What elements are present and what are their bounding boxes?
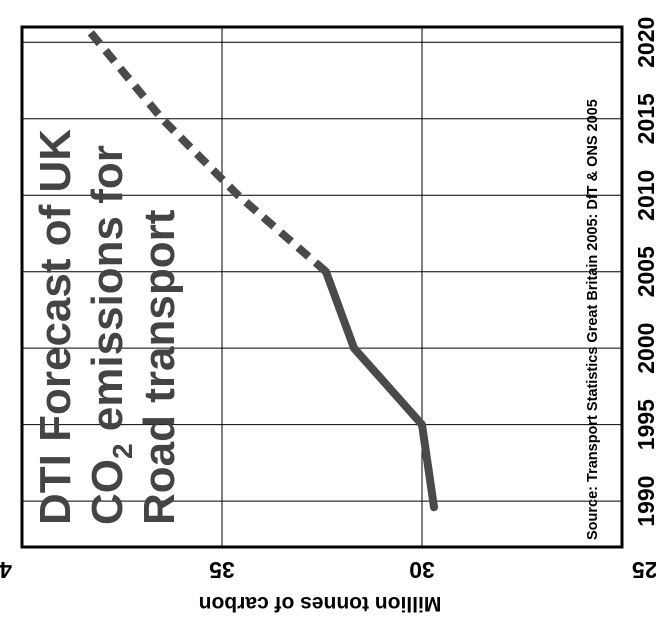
plot-frame — [20, 25, 624, 549]
x-tick-label-2020: 2020 — [633, 17, 656, 68]
x-tick-label-2005: 2005 — [633, 246, 656, 297]
y-tick-label-40: 40 — [0, 557, 12, 583]
y-tick-label-35: 35 — [209, 557, 235, 583]
y-axis-label: Million tonnes of carbon — [199, 592, 442, 615]
title-line-3: Road transport — [135, 209, 184, 525]
x-tick-label-2015: 2015 — [633, 93, 656, 144]
y-tick-label-25: 25 — [632, 557, 656, 583]
chart-title: DTI Forecast of UK CO2 emissions for Roa… — [31, 129, 184, 525]
series-line-dashed — [82, 24, 329, 275]
x-tick-label-1995: 1995 — [633, 399, 656, 450]
y-tick-label-30: 30 — [409, 557, 435, 583]
series-line-solid — [322, 267, 438, 512]
title-line-1: DTI Forecast of UK — [31, 129, 80, 525]
grid-lines — [22, 27, 622, 547]
series-layer — [82, 24, 438, 512]
title-line-2: CO2 emissions for — [83, 145, 138, 525]
x-tick-label-2000: 2000 — [633, 323, 656, 374]
x-tick-labels: 1990 1995 2000 2005 2010 2015 2020 — [633, 17, 656, 527]
x-tick-label-1990: 1990 — [633, 476, 656, 527]
x-tick-label-2010: 2010 — [633, 170, 656, 221]
source-note: Source: Transport Statistics Great Brita… — [585, 99, 601, 540]
y-tick-labels: 25 30 35 40 — [0, 557, 656, 583]
